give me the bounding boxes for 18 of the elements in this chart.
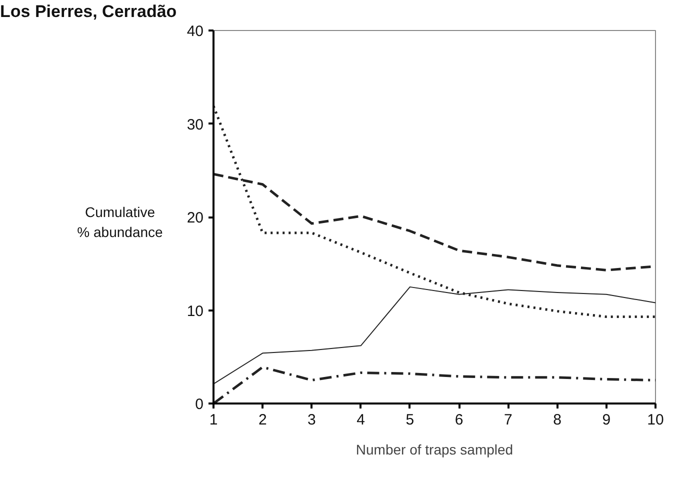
x-tick-label: 8 <box>553 412 562 428</box>
y-tick-label: 40 <box>186 23 204 40</box>
x-tick-label: 3 <box>308 412 316 428</box>
x-tick-label: 7 <box>504 412 512 428</box>
chart-title: Los Pierres, Cerradão <box>0 1 177 23</box>
x-axis-title: Number of traps sampled <box>356 442 514 458</box>
x-tick-label: 1 <box>209 412 218 428</box>
y-tick-label: 30 <box>186 116 204 134</box>
x-tick-label: 10 <box>647 412 664 428</box>
x-tick-label: 5 <box>406 412 414 428</box>
y-axis-title: Cumulative % abundance <box>77 203 163 242</box>
y-tick-label: 0 <box>195 396 204 413</box>
x-tick-label: 6 <box>454 412 464 428</box>
y-tick-label: 20 <box>186 210 204 226</box>
x-tick-label: 4 <box>356 412 366 428</box>
x-tick-label: 2 <box>258 412 267 428</box>
x-tick-label: 9 <box>602 412 611 428</box>
y-tick-label: 10 <box>186 302 204 320</box>
